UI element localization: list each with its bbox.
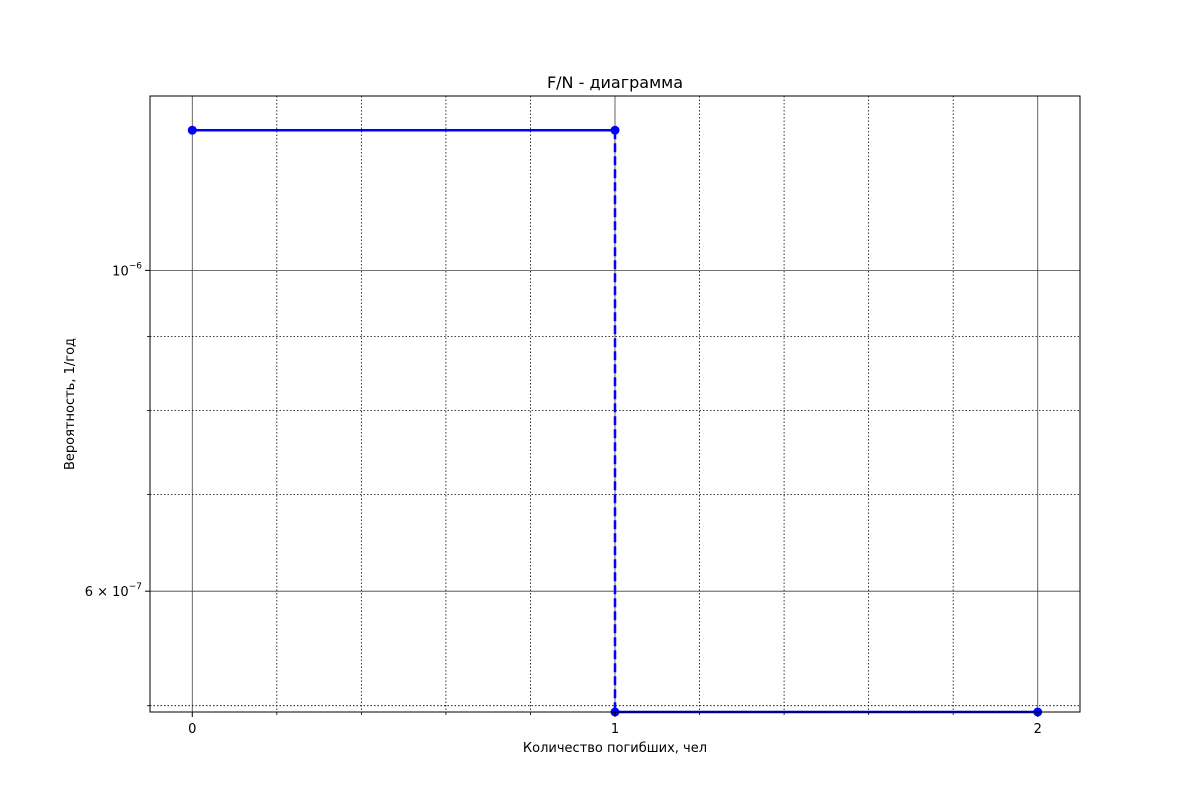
x-axis-label: Количество погибших, чел (523, 741, 707, 756)
data-point-marker (187, 125, 197, 135)
y-tick-label: 10−6 (112, 261, 142, 279)
y-tick-label: 6 × 10−7 (85, 582, 142, 600)
chart-title: F/N - диаграмма (547, 73, 683, 92)
x-tick-label: 2 (1034, 722, 1042, 737)
y-axis-label: Вероятность, 1/год (63, 338, 78, 470)
data-point-marker (610, 125, 620, 135)
x-tick-label: 1 (611, 722, 619, 737)
tick-layer: 0 1 2 10−6 6 × 10−7 (85, 261, 1042, 737)
x-tick-label: 0 (188, 722, 196, 737)
